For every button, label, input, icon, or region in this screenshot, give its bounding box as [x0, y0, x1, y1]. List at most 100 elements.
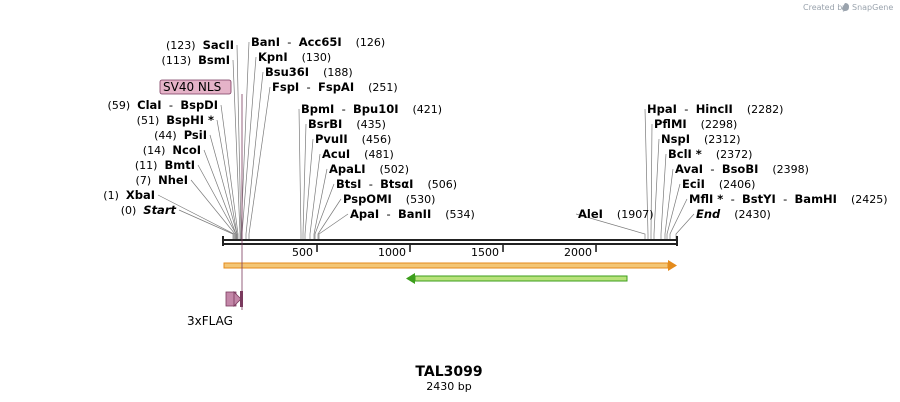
site-label-right-15[interactable]: NspI (2312): [661, 132, 741, 146]
site-label-part: Bpu10I: [353, 102, 398, 116]
site-label-right-9[interactable]: BtsI - BtsαI (506): [336, 177, 457, 191]
svg-text:AcuI (481): AcuI (481): [322, 147, 394, 161]
svg-text:(1) XbaI: (1) XbaI: [103, 188, 155, 202]
site-label-left-9[interactable]: (123) SacII: [166, 38, 234, 52]
site-label-part: BamHI: [795, 192, 837, 206]
site-label-part: PspOMI: [343, 192, 392, 206]
site-label-left-3[interactable]: (11) BmtI: [135, 158, 195, 172]
site-label-part: (7): [136, 174, 159, 187]
site-leader-line: [675, 213, 695, 239]
site-label-right-2[interactable]: Bsu36I (188): [265, 65, 353, 79]
svg-text:PvuII (456): PvuII (456): [315, 132, 391, 146]
site-label-right-10[interactable]: PspOMI (530): [343, 192, 435, 206]
site-label-part: -: [723, 192, 742, 206]
plasmid-name: TAL3099: [415, 364, 482, 380]
site-label-right-5[interactable]: BsrBI (435): [308, 117, 386, 131]
axis-tick-label: 2000: [564, 246, 592, 259]
site-label-right-6[interactable]: PvuII (456): [315, 132, 391, 146]
site-leader-line: [298, 108, 302, 239]
site-label-right-14[interactable]: PflMI (2298): [654, 117, 737, 131]
orf-forward-arrow[interactable]: [223, 260, 677, 271]
site-label-part: BanII: [398, 207, 431, 221]
site-label-part: (44): [154, 129, 184, 142]
site-label-part: (251): [354, 81, 398, 94]
site-label-part: (2430): [720, 208, 771, 221]
site-label-part: BsoBI: [722, 162, 759, 176]
site-label-right-18[interactable]: EciI (2406): [682, 177, 755, 191]
site-label-part: BspDI: [180, 98, 218, 112]
site-label-part: (59): [108, 99, 138, 112]
site-label-right-1[interactable]: KpnI (130): [258, 50, 331, 64]
site-label-right-8[interactable]: ApaLI (502): [329, 162, 409, 176]
site-label-left-1[interactable]: (1) XbaI: [103, 188, 155, 202]
site-leader-line: [664, 168, 674, 239]
site-label-part: -: [379, 207, 398, 221]
site-label-right-19[interactable]: MflI * - BstYI - BamHI (2425): [689, 192, 888, 206]
site-label-part: BanI: [251, 35, 280, 49]
site-label-part: -: [703, 162, 722, 176]
site-label-right-16[interactable]: BclI * (2372): [668, 147, 752, 161]
site-label-left-2[interactable]: (7) NheI: [136, 173, 188, 187]
site-label-part: (2425): [837, 193, 888, 206]
site-label-part: End: [696, 207, 721, 221]
backbone-bottom-line: [223, 243, 677, 245]
site-label-part: (2406): [705, 178, 756, 191]
site-label-right-17[interactable]: AvaI - BsoBI (2398): [675, 162, 809, 176]
site-label-left-8[interactable]: (113) BsmI: [162, 53, 230, 67]
site-leader-line: [669, 198, 688, 239]
orf-reverse-arrow[interactable]: [406, 273, 628, 284]
backbone-top-line: [223, 239, 677, 241]
svg-text:MflI * - BstYI - BamHI: MflI * - BstYI - BamHI (2425): [689, 192, 888, 206]
site-label-part: (421): [399, 103, 443, 116]
site-label-part: MflI *: [689, 192, 723, 206]
site-label-part: BstYI: [742, 192, 776, 206]
site-label-left-5[interactable]: (44) PsiI: [154, 128, 207, 142]
site-label-part: -: [776, 192, 795, 206]
credit-text: Created by: [803, 3, 847, 12]
svg-text:NspI (2312): NspI (2312): [661, 132, 741, 146]
site-label-part: -: [361, 177, 380, 191]
site-label-part: (502): [366, 163, 410, 176]
site-label-part: HpaI: [647, 102, 677, 116]
site-label-part: (126): [342, 36, 386, 49]
site-label-right-13[interactable]: HpaI - HincII (2282): [647, 102, 783, 116]
site-label-left-0[interactable]: (0) Start: [121, 203, 177, 217]
site-label-part: AleI: [578, 207, 603, 221]
site-label-right-4[interactable]: BpmI - Bpu10I (421): [301, 102, 442, 116]
site-leader-line: [248, 86, 271, 239]
bp-axis: 500 1000 1500 2000: [292, 245, 597, 259]
site-label-right-11[interactable]: ApaI - BanII (534): [350, 207, 475, 221]
site-label-part: (456): [348, 133, 392, 146]
site-label-part: KpnI: [258, 50, 288, 64]
site-label-left-6[interactable]: (51) BspHI *: [137, 113, 214, 127]
svg-text:(113) BsmI: (113) BsmI: [162, 53, 230, 67]
svg-text:BpmI - Bpu10I (421): BpmI - Bpu10I (421): [301, 102, 442, 116]
site-leader-line: [232, 59, 241, 239]
site-label-right-7[interactable]: AcuI (481): [322, 147, 394, 161]
site-label-part: BsmI: [198, 53, 230, 67]
flag-feature[interactable]: [225, 291, 243, 307]
site-leader-line: [178, 209, 234, 239]
site-leaders: [157, 41, 695, 239]
site-label-right-0[interactable]: BanI - Acc65I (126): [251, 35, 385, 49]
site-label-part: NspI: [661, 132, 690, 146]
site-label-right-12[interactable]: AleI (1907): [578, 207, 654, 221]
site-leader-line: [317, 198, 342, 239]
svg-text:AvaI - BsoBI (2398): AvaI - BsoBI (2398): [675, 162, 809, 176]
site-label-left-7[interactable]: (59) ClaI - BspDI: [108, 98, 218, 112]
site-label-part: -: [677, 102, 696, 116]
site-label-right-3[interactable]: FspI - FspAI (251): [272, 80, 398, 94]
svg-text:BsrBI (435): BsrBI (435): [308, 117, 386, 131]
site-label-part: PflMI: [654, 117, 687, 131]
site-label-left-4[interactable]: (14) NcoI: [143, 143, 201, 157]
site-leader-line: [318, 213, 349, 239]
site-label-part: FspAI: [318, 80, 354, 94]
site-label-right-20[interactable]: End (2430): [696, 207, 771, 221]
site-label-part: -: [162, 98, 181, 112]
sv40-nls-feature[interactable]: SV40 NLS: [159, 79, 232, 95]
site-label-part: BclI *: [668, 147, 702, 161]
site-label-part: BtsI: [336, 177, 361, 191]
site-leader-line: [190, 179, 236, 239]
svg-text:(123) SacII: (123) SacII: [166, 38, 234, 52]
